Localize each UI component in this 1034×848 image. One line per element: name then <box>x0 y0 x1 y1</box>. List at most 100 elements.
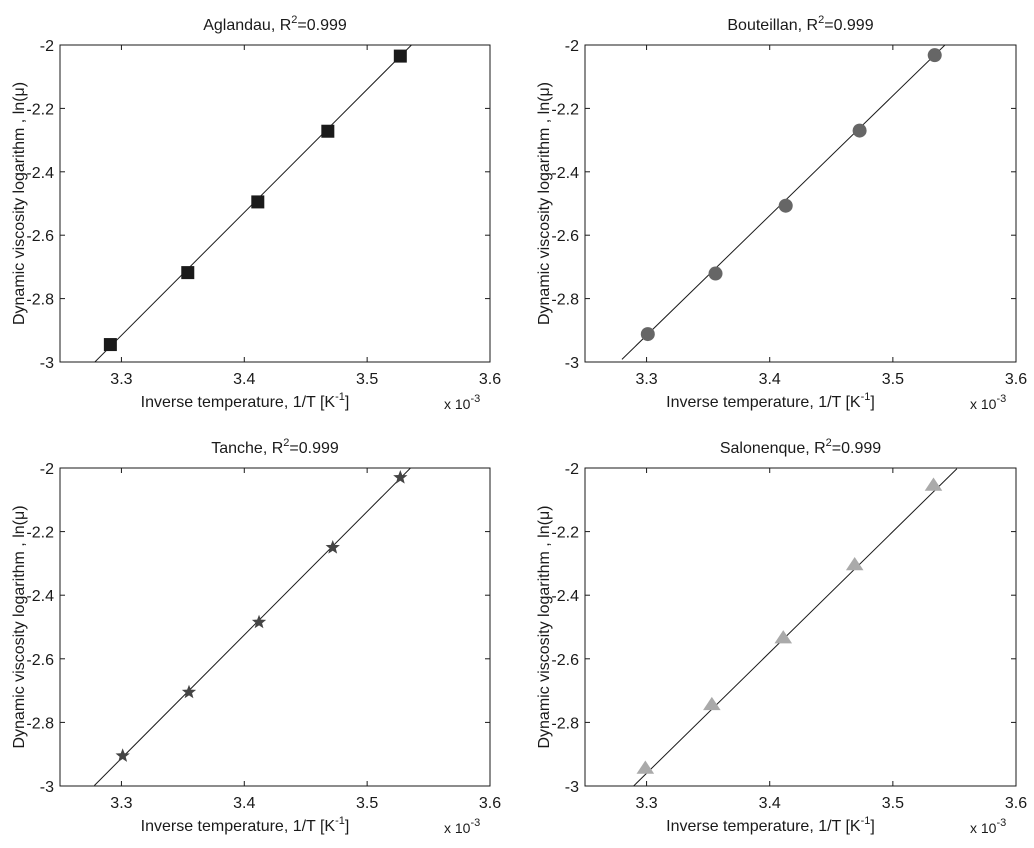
x-axis-multiplier-main: x 10 <box>970 396 997 412</box>
x-tick-label: 3.6 <box>1005 795 1027 812</box>
chart-title-tail: =0.999 <box>832 440 881 457</box>
y-tick-label: -2.8 <box>551 292 579 309</box>
chart-title-main: Tanche, R <box>211 440 283 457</box>
x-axis-label-tail: ] <box>870 818 874 835</box>
fit-line <box>621 45 946 360</box>
y-tick-label: -2.4 <box>551 588 579 605</box>
data-point-5 <box>393 49 407 63</box>
x-axis-label: Inverse temperature, 1/T [K-1] <box>666 391 875 411</box>
data-point-5 <box>393 470 408 484</box>
y-axis-label: Dynamic viscosity logarithm , ln(μ) <box>11 505 28 748</box>
x-axis-label-tail: ] <box>870 394 874 411</box>
x-tick-label: 3.4 <box>233 371 255 388</box>
x-tick-label: 3.3 <box>635 795 657 812</box>
x-tick-label: 3.6 <box>479 795 501 812</box>
x-axis-label: Inverse temperature, 1/T [K-1] <box>666 815 875 835</box>
x-axis-multiplier-main: x 10 <box>970 820 997 836</box>
chart-title: Salonenque, R2=0.999 <box>720 437 881 457</box>
x-tick-label: 3.4 <box>759 371 781 388</box>
y-axis-label: Dynamic viscosity logarithm , ln(μ) <box>536 82 553 325</box>
x-axis-label-sup: -1 <box>335 815 345 827</box>
x-axis-label-main: Inverse temperature, 1/T [K <box>141 818 336 835</box>
data-point-1 <box>640 327 655 342</box>
chart-title-sup: 2 <box>291 14 297 26</box>
subplot-3: -3 -2.8 -2.6 -2.4 -2.2 -2 3.3 3.4 3.5 3.6 Tanche, … <box>11 437 501 836</box>
chart-title-tail: =0.999 <box>289 440 338 457</box>
y-tick-label: -2.6 <box>26 228 54 245</box>
x-axis-label-tail: ] <box>345 394 349 411</box>
data-point-5 <box>927 48 942 63</box>
data-point-3 <box>778 198 793 213</box>
chart-title-sup: 2 <box>283 437 289 449</box>
x-axis-multiplier: x 10-3 <box>444 393 480 412</box>
x-axis-label: Inverse temperature, 1/T [K-1] <box>141 815 350 835</box>
chart-title: Tanche, R2=0.999 <box>211 437 339 457</box>
y-tick-label: -2.4 <box>26 588 54 605</box>
data-point-3 <box>251 614 267 629</box>
fit-line <box>632 468 958 786</box>
y-tick-label: -2.2 <box>551 101 579 118</box>
chart-title-main: Salonenque, R <box>720 440 826 457</box>
x-tick-label: 3.5 <box>356 795 378 812</box>
data-point-1 <box>636 760 655 774</box>
data-point-2 <box>181 684 197 699</box>
y-tick-label: -2.6 <box>26 652 54 669</box>
x-tick-label: 3.4 <box>233 795 255 812</box>
chart-title-sup: 2 <box>818 14 824 26</box>
x-axis-label-sup: -1 <box>861 815 871 827</box>
data-point-4 <box>321 124 335 138</box>
x-axis-multiplier-sup: -3 <box>996 817 1006 829</box>
y-tick-label: -2 <box>565 461 579 478</box>
data-point-4 <box>845 556 864 571</box>
y-tick-label: -2.4 <box>26 165 54 182</box>
data-point-3 <box>251 195 265 209</box>
subplot-1: -3 -2.8 -2.6 -2.4 -2.2 -2 3.3 3.4 3.5 3.6 Aglandau… <box>11 14 501 412</box>
x-axis-multiplier-sup: -3 <box>470 817 480 829</box>
y-axis-label: Dynamic viscosity logarithm , ln(μ) <box>11 82 28 325</box>
chart-title-main: Bouteillan, R <box>727 17 818 34</box>
chart-title: Aglandau, R2=0.999 <box>203 14 347 34</box>
subplot-4: -3 -2.8 -2.6 -2.4 -2.2 -2 3.3 3.4 3.5 3.6 Salonenq… <box>536 437 1027 836</box>
y-tick-label: -2.6 <box>551 228 579 245</box>
data-point-3 <box>774 630 793 644</box>
y-tick-label: -3 <box>40 355 54 372</box>
chart-title-main: Aglandau, R <box>203 17 291 34</box>
x-axis-multiplier: x 10-3 <box>970 393 1006 412</box>
chart-title-sup: 2 <box>826 437 832 449</box>
data-point-1 <box>103 338 117 352</box>
x-tick-label: 3.6 <box>479 371 501 388</box>
x-axis-label-main: Inverse temperature, 1/T [K <box>666 394 861 411</box>
y-axis-label: Dynamic viscosity logarithm , ln(μ) <box>536 505 553 748</box>
y-tick-label: -2.8 <box>551 715 579 732</box>
x-axis-multiplier-main: x 10 <box>444 396 471 412</box>
y-tick-label: -2.4 <box>551 165 579 182</box>
x-axis-label-tail: ] <box>345 818 349 835</box>
x-axis-label: Inverse temperature, 1/T [K-1] <box>141 391 350 411</box>
y-tick-label: -3 <box>565 355 579 372</box>
y-tick-label: -2.2 <box>26 101 54 118</box>
x-tick-label: 3.5 <box>356 371 378 388</box>
data-point-2 <box>708 266 723 281</box>
chart-title-tail: =0.999 <box>824 17 873 34</box>
chart-title: Bouteillan, R2=0.999 <box>727 14 873 34</box>
plot-area <box>584 44 1017 363</box>
y-tick-label: -2.6 <box>551 652 579 669</box>
x-axis-label-sup: -1 <box>335 391 345 403</box>
data-point-5 <box>924 477 943 491</box>
x-tick-label: 3.5 <box>882 795 904 812</box>
x-tick-label: 3.3 <box>110 795 132 812</box>
x-tick-label: 3.5 <box>882 371 904 388</box>
chart-title-tail: =0.999 <box>297 17 346 34</box>
y-tick-label: -2 <box>40 461 54 478</box>
x-axis-multiplier: x 10-3 <box>444 817 480 836</box>
x-tick-label: 3.4 <box>759 795 781 812</box>
y-tick-label: -2 <box>40 38 54 55</box>
data-point-1 <box>115 748 130 762</box>
x-axis-multiplier-sup: -3 <box>996 393 1006 405</box>
x-axis-label-main: Inverse temperature, 1/T [K <box>141 394 336 411</box>
plot-area <box>59 44 491 363</box>
y-tick-label: -2.2 <box>26 525 54 542</box>
x-tick-label: 3.6 <box>1005 371 1027 388</box>
data-point-2 <box>181 266 195 280</box>
